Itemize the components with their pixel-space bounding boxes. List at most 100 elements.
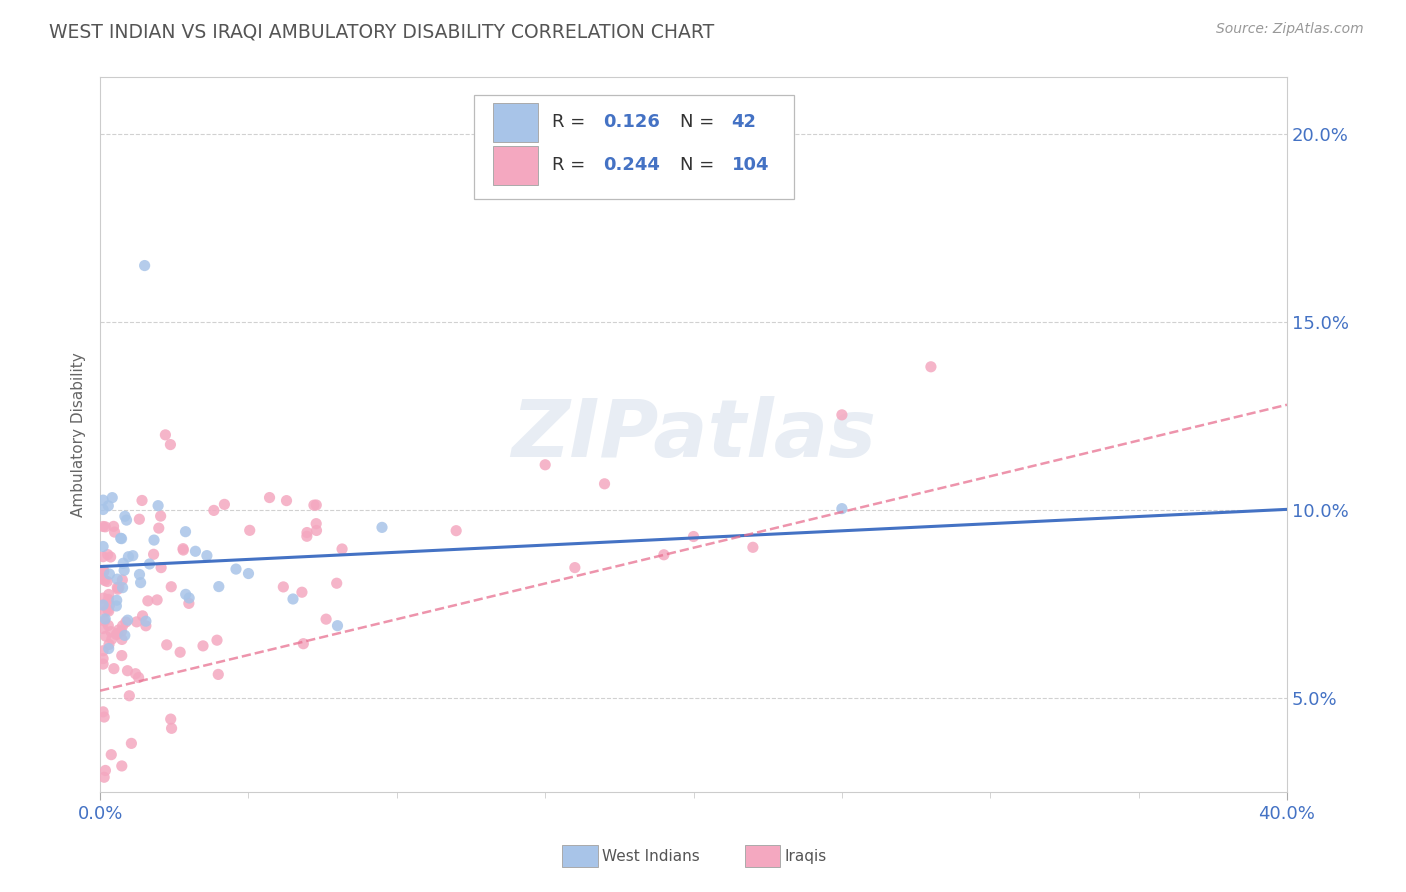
Point	[110, 531, 132, 545]
Point	[124, 666, 146, 681]
Point	[103, 662, 125, 676]
Point	[97, 604, 120, 618]
Text: R =: R =	[553, 156, 592, 174]
Point	[564, 560, 586, 574]
Point	[159, 437, 181, 451]
Point	[91, 598, 114, 612]
Point	[107, 623, 129, 637]
FancyBboxPatch shape	[494, 145, 538, 185]
Point	[273, 580, 295, 594]
Point	[128, 512, 150, 526]
Point	[831, 501, 853, 516]
Point	[91, 657, 114, 672]
Point	[259, 491, 281, 505]
Point	[111, 581, 134, 595]
Point	[91, 519, 114, 533]
Point	[150, 560, 173, 574]
Point	[112, 556, 135, 570]
Point	[111, 573, 134, 587]
Point	[97, 592, 120, 607]
Point	[292, 637, 315, 651]
Point	[177, 596, 200, 610]
Point	[117, 549, 139, 564]
Point	[101, 632, 124, 646]
Point	[202, 503, 225, 517]
Point	[94, 629, 117, 643]
Point	[100, 624, 122, 639]
Point	[105, 581, 128, 595]
FancyBboxPatch shape	[494, 103, 538, 142]
Point	[593, 476, 616, 491]
Point	[121, 549, 143, 563]
Point	[326, 618, 349, 632]
Point	[295, 529, 318, 543]
Point	[444, 524, 467, 538]
Point	[315, 612, 337, 626]
Point	[225, 562, 247, 576]
Point	[125, 615, 148, 629]
Point	[138, 557, 160, 571]
Point	[97, 618, 120, 632]
Point	[108, 581, 131, 595]
Point	[91, 651, 114, 665]
Point	[107, 626, 129, 640]
Point	[117, 664, 139, 678]
Point	[155, 428, 177, 442]
Point	[97, 641, 120, 656]
Point	[91, 540, 114, 554]
Point	[305, 516, 328, 531]
Point	[325, 576, 347, 591]
Point	[94, 604, 117, 618]
Point	[191, 639, 214, 653]
Point	[131, 493, 153, 508]
Text: Iraqis: Iraqis	[785, 849, 827, 863]
Point	[110, 532, 132, 546]
Point	[831, 408, 853, 422]
Point	[136, 594, 159, 608]
Point	[205, 633, 228, 648]
Point	[302, 498, 325, 512]
Point	[110, 624, 132, 639]
Point	[172, 541, 194, 556]
Point	[652, 548, 675, 562]
Point	[111, 759, 134, 773]
Text: 104: 104	[731, 156, 769, 174]
Point	[94, 574, 117, 588]
Point	[371, 520, 394, 534]
Point	[238, 566, 260, 581]
Point	[98, 598, 121, 612]
Point	[131, 608, 153, 623]
Point	[143, 533, 166, 547]
Text: 42: 42	[731, 113, 756, 131]
Point	[146, 593, 169, 607]
Point	[330, 541, 353, 556]
Point	[91, 644, 114, 658]
Point	[91, 572, 114, 586]
Point	[920, 359, 942, 374]
Point	[214, 497, 236, 511]
Text: N =: N =	[681, 113, 720, 131]
Point	[135, 614, 157, 628]
Point	[276, 493, 298, 508]
Point	[98, 567, 121, 582]
Point	[128, 567, 150, 582]
Point	[103, 519, 125, 533]
Point	[115, 513, 138, 527]
Point	[159, 712, 181, 726]
Point	[179, 591, 201, 605]
Text: N =: N =	[681, 156, 720, 174]
Text: 0.126: 0.126	[603, 113, 661, 131]
Point	[120, 736, 142, 750]
Point	[93, 564, 115, 578]
Point	[91, 493, 114, 508]
Point	[91, 705, 114, 719]
Point	[94, 764, 117, 778]
Point	[91, 502, 114, 516]
Point	[97, 548, 120, 562]
Point	[114, 628, 136, 642]
Point	[291, 585, 314, 599]
Text: Source: ZipAtlas.com: Source: ZipAtlas.com	[1216, 22, 1364, 37]
Point	[682, 529, 704, 543]
Point	[94, 612, 117, 626]
Point	[207, 667, 229, 681]
